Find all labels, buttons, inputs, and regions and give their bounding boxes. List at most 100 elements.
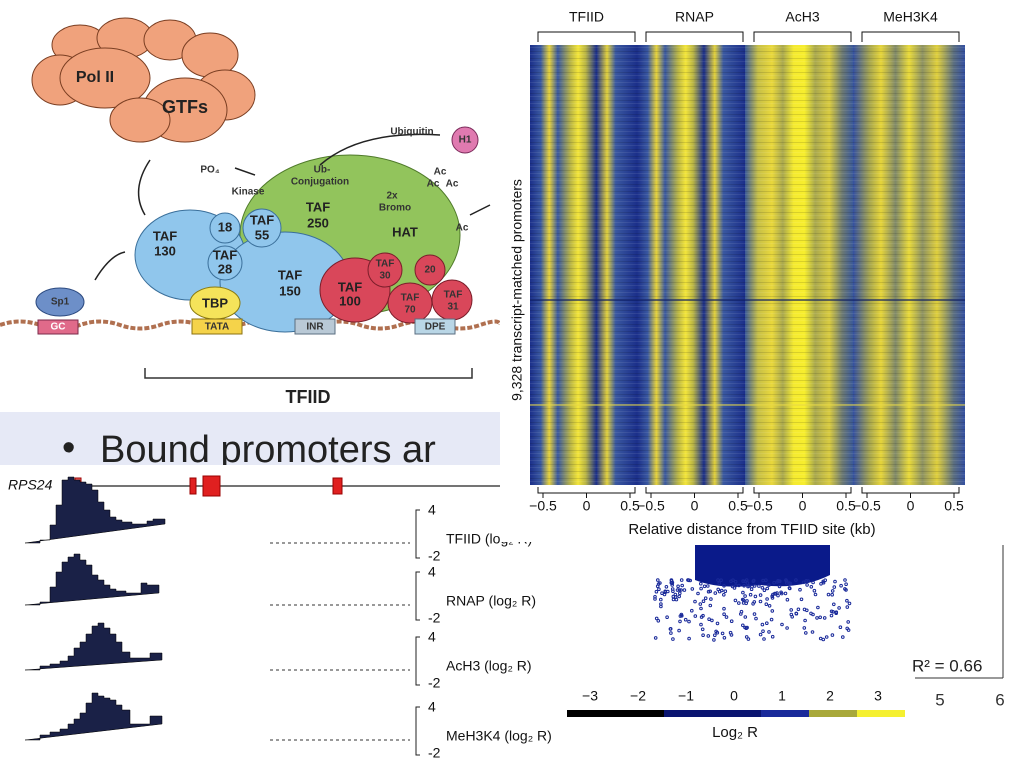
label: Ac (456, 223, 469, 234)
label: DPE (425, 322, 446, 333)
x-tick-label: −0.5 (853, 498, 881, 514)
scatter-dot (757, 584, 761, 588)
scatter-dot (764, 602, 769, 607)
exon (332, 477, 343, 495)
scatter-dot (746, 584, 750, 589)
scatter-dot (693, 614, 698, 618)
label: H1 (459, 135, 472, 146)
bullet-band (0, 412, 505, 472)
scatter-dot (843, 587, 847, 591)
scatter-dot (802, 626, 807, 630)
scatter-dot (687, 636, 691, 641)
scatter-dot (700, 627, 705, 632)
label: TAF (401, 293, 420, 304)
shape (109, 97, 171, 143)
scatter-dot (698, 602, 703, 606)
shape (24, 692, 163, 741)
scatter-dot (810, 630, 815, 634)
label: TBP (202, 295, 228, 310)
scatter-dot (785, 581, 789, 585)
heatmap-texture (530, 45, 965, 485)
tfiid-diagram: Pol II GTFs Ubiquitin H1 PO₄ Kinase Ub- … (0, 17, 502, 407)
shape (59, 47, 151, 109)
scatter-dot (745, 625, 749, 630)
colorbar-segment (567, 710, 664, 717)
scatter-dot (805, 583, 809, 587)
inr-box (294, 318, 336, 335)
shape (24, 622, 163, 671)
scatter-dot (716, 587, 721, 592)
scatter-dot (818, 615, 823, 620)
label: Ac (446, 179, 459, 190)
label: TAF (213, 247, 237, 262)
scatter-dot (758, 593, 763, 597)
taf18 (209, 212, 241, 244)
scatter-dot (839, 583, 843, 588)
track-label: MeH3K4 (log₂ R) (446, 728, 552, 744)
shape (319, 133, 441, 166)
label: Ac (427, 179, 440, 190)
label: 100 (339, 293, 361, 308)
scatter-dot (783, 591, 788, 596)
scatter-dot (844, 582, 848, 587)
scatter-dot (715, 630, 720, 635)
scatter-dot (777, 584, 782, 589)
label: TATA (205, 322, 229, 333)
scatter-dot (798, 587, 802, 592)
label: 250 (307, 215, 329, 230)
scatter: R² = 0.66 5 6 (653, 545, 1005, 709)
scatter-dot (772, 580, 776, 585)
exon (202, 475, 221, 497)
scatter-dot (830, 592, 835, 597)
scatter-dot (845, 605, 850, 609)
scatter-dot (680, 583, 685, 588)
colorbar-tick-label: 0 (730, 688, 738, 704)
label: 2x (386, 191, 398, 202)
scatter-dot (751, 579, 756, 584)
scatter-dot (665, 615, 669, 620)
x-tick-label: 6 (995, 690, 1004, 709)
scale-min: -2 (428, 548, 441, 564)
scatter-dot (737, 583, 741, 588)
scatter-dot (801, 580, 806, 585)
scatter-dot (767, 604, 772, 608)
bullet-text: Bound promoters ar (100, 429, 436, 471)
scatter-dot (659, 602, 663, 606)
scatter-dot (813, 592, 818, 597)
scatter-dot (745, 599, 749, 603)
scatter-dot (748, 592, 753, 597)
scatter-dot (742, 584, 746, 588)
scatter-dot (811, 580, 815, 585)
colorbar: −3 −2 −1 0 1 2 3 Log₂ R (567, 688, 905, 741)
scatter-dot (746, 637, 751, 641)
heatmap: TFIID −0.5 0 0.5 RNAP −0.5 0 0.5 AcH3 −0.5 0 0.5 MeH… (509, 9, 965, 538)
shape (94, 251, 126, 281)
scatter-dot (770, 596, 775, 600)
scatter-dot (767, 630, 771, 634)
scatter-cloud (695, 545, 830, 587)
scatter-dot (806, 579, 811, 583)
scatter-dot (710, 618, 714, 623)
label: Ub- (314, 165, 331, 176)
label: TAF (306, 199, 330, 214)
label: 31 (447, 302, 459, 313)
x-tick-label: −0.5 (529, 498, 557, 514)
label: Pol II (76, 69, 114, 86)
scatter-dot (770, 634, 775, 639)
scatter-dot (837, 606, 841, 610)
scatter-dot (779, 591, 784, 596)
track-bars (24, 476, 166, 741)
scatter-dot (794, 578, 798, 582)
scatter-dot (669, 580, 674, 585)
sp1 (35, 287, 85, 317)
scatter-dot (780, 622, 784, 627)
scatter-dot (832, 585, 837, 589)
label: GC (51, 322, 66, 333)
x-tick-label: 0 (583, 498, 591, 514)
track-label: AcH3 (log₂ R) (446, 658, 532, 674)
label: Bromo (379, 203, 411, 214)
label: 28 (218, 261, 232, 276)
scatter-dot (677, 594, 682, 599)
label: INR (306, 322, 324, 333)
scatter-dot (720, 631, 725, 636)
